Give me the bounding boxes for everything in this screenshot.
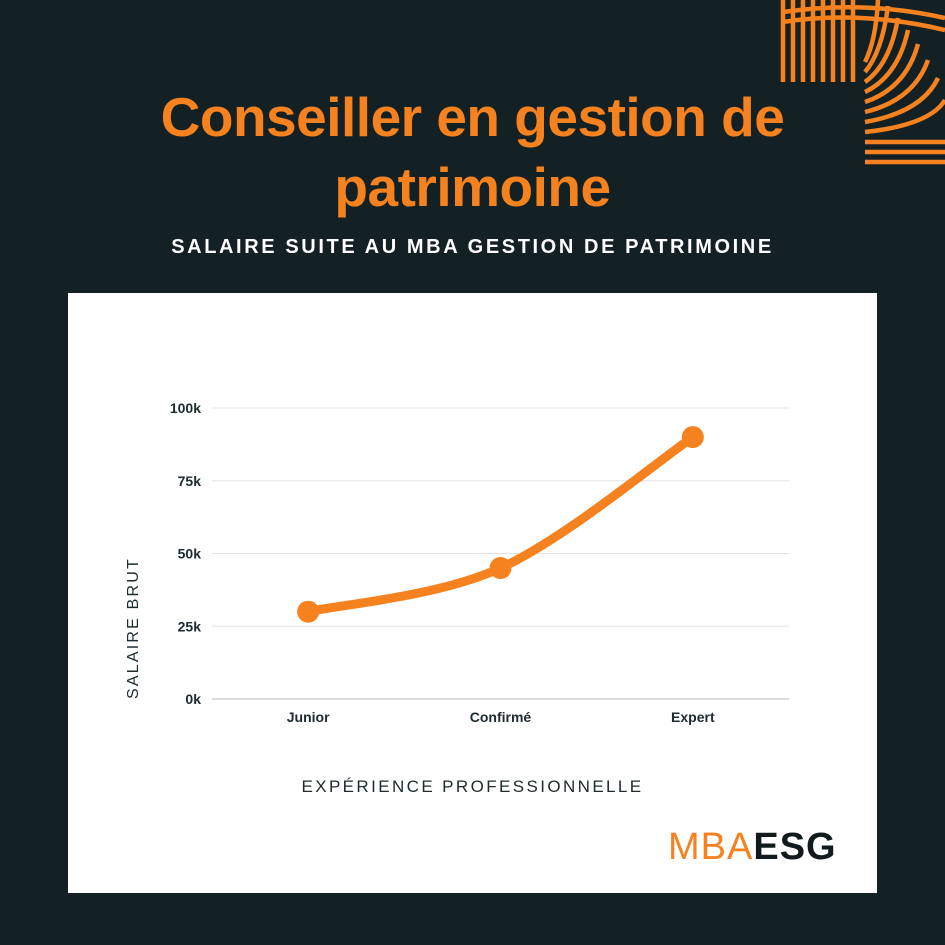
logo-mba: MBA — [668, 826, 754, 868]
y-tick-label: 25k — [178, 618, 202, 634]
y-tick-label: 100k — [170, 400, 201, 416]
y-tick-label: 50k — [178, 546, 202, 562]
decorative-arc-pattern — [780, 0, 945, 165]
x-tick-label: Expert — [671, 709, 715, 725]
line-chart: 0k 25k 50k 75k 100k Junior Confirmé Expert — [170, 400, 789, 725]
chart-card: 0k 25k 50k 75k 100k Junior Confirmé Expert SALA… — [68, 293, 877, 893]
page-title: Conseiller en gestion de patrimoine — [0, 82, 945, 222]
data-point — [489, 557, 512, 580]
page-subtitle: SALAIRE SUITE AU MBA GESTION DE PATRIMOI… — [171, 236, 774, 258]
logo-esg: ESG — [753, 826, 837, 868]
x-tick-label: Confirmé — [470, 709, 532, 725]
y-tick-label: 75k — [178, 473, 202, 489]
x-tick-label: Junior — [287, 709, 330, 725]
x-axis-label: EXPÉRIENCE PROFESSIONNELLE — [301, 777, 644, 796]
title-line-2: patrimoine — [334, 156, 611, 218]
y-axis-label: SALAIRE BRUT — [125, 557, 142, 699]
title-line-1: Conseiller en gestion de — [160, 86, 785, 148]
data-point — [297, 600, 320, 623]
data-point — [681, 426, 704, 449]
brand-logo: MBAESG — [668, 825, 837, 869]
series-line — [303, 432, 698, 617]
y-tick-label: 0k — [185, 691, 201, 707]
